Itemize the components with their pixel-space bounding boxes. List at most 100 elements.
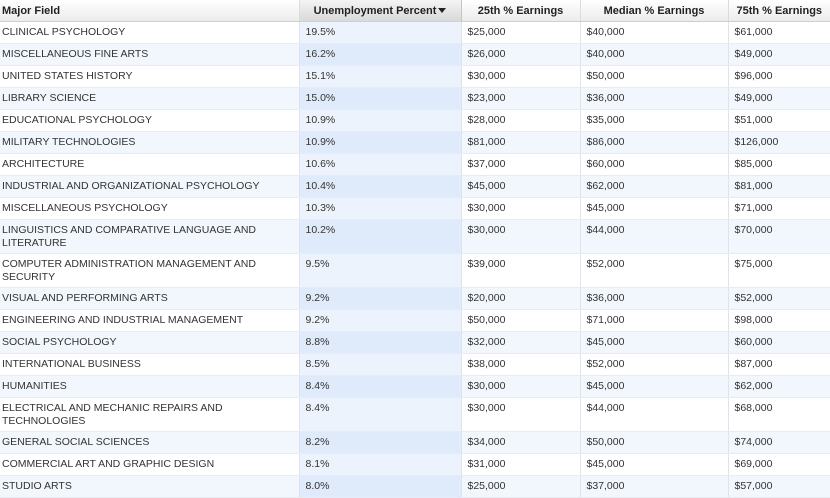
unemployment-percent-cell: 9.2% bbox=[299, 287, 462, 310]
earnings-75th-cell: $85,000 bbox=[728, 153, 830, 176]
table-row[interactable]: COMPUTER ADMINISTRATION MANAGEMENT AND S… bbox=[0, 253, 830, 288]
table-row[interactable]: EDUCATIONAL PSYCHOLOGY 10.9% $28,000 $35,00… bbox=[0, 109, 830, 132]
earnings-median-cell: $44,000 bbox=[580, 219, 729, 254]
earnings-median-cell: $50,000 bbox=[580, 431, 729, 454]
earnings-75th-cell: $49,000 bbox=[728, 87, 830, 110]
earnings-median-cell: $86,000 bbox=[580, 131, 729, 154]
earnings-75th-cell: $52,000 bbox=[728, 287, 830, 310]
major-field-cell: LIBRARY SCIENCE bbox=[0, 87, 300, 110]
table-row[interactable]: SOCIAL PSYCHOLOGY 8.8% $32,000 $45,000 $60,0… bbox=[0, 331, 830, 354]
earnings-75th-cell: $87,000 bbox=[728, 353, 830, 376]
earnings-75th-cell: $75,000 bbox=[728, 253, 830, 288]
major-field-cell: SOCIAL PSYCHOLOGY bbox=[0, 331, 300, 354]
major-field-cell: UNITED STATES HISTORY bbox=[0, 65, 300, 88]
earnings-25th-cell: $26,000 bbox=[461, 43, 581, 66]
table-row[interactable]: INDUSTRIAL AND ORGANIZATIONAL PSYCHOLOGY… bbox=[0, 175, 830, 198]
unemployment-percent-cell: 10.6% bbox=[299, 153, 462, 176]
earnings-25th-cell: $25,000 bbox=[461, 475, 581, 498]
unemployment-percent-cell: 15.0% bbox=[299, 87, 462, 110]
table-header-row: Major Field Unemployment Percent 25th % … bbox=[0, 0, 830, 22]
sort-descending-icon bbox=[438, 7, 447, 13]
table-row[interactable]: GENERAL SOCIAL SCIENCES 8.2% $34,000 $50,00… bbox=[0, 431, 830, 454]
table-row[interactable]: ARCHITECTURE 10.6% $37,000 $60,000 $85,000 bbox=[0, 153, 830, 176]
earnings-25th-cell: $30,000 bbox=[461, 197, 581, 220]
column-header-median-earnings[interactable]: Median % Earnings bbox=[580, 0, 729, 22]
earnings-25th-cell: $38,000 bbox=[461, 353, 581, 376]
unemployment-percent-cell: 9.2% bbox=[299, 309, 462, 332]
earnings-75th-cell: $57,000 bbox=[728, 475, 830, 498]
earnings-25th-cell: $30,000 bbox=[461, 375, 581, 398]
unemployment-percent-cell: 9.5% bbox=[299, 253, 462, 288]
table-row[interactable]: STUDIO ARTS 8.0% $25,000 $37,000 $57,000 bbox=[0, 475, 830, 498]
table-row[interactable]: MISCELLANEOUS PSYCHOLOGY 10.3% $30,000 $45,… bbox=[0, 197, 830, 220]
table-body: CLINICAL PSYCHOLOGY 19.5% $25,000 $40,000 $6… bbox=[0, 21, 830, 498]
earnings-25th-cell: $23,000 bbox=[461, 87, 581, 110]
column-header-label: 75th % Earnings bbox=[736, 4, 823, 17]
earnings-median-cell: $62,000 bbox=[580, 175, 729, 198]
major-field-cell: INDUSTRIAL AND ORGANIZATIONAL PSYCHOLOGY bbox=[0, 175, 300, 198]
unemployment-percent-cell: 10.9% bbox=[299, 131, 462, 154]
earnings-75th-cell: $98,000 bbox=[728, 309, 830, 332]
table-row[interactable]: ELECTRICAL AND MECHANIC REPAIRS AND TECH… bbox=[0, 397, 830, 432]
column-header-unemployment-percent[interactable]: Unemployment Percent bbox=[299, 0, 462, 22]
major-field-cell: VISUAL AND PERFORMING ARTS bbox=[0, 287, 300, 310]
table-row[interactable]: LINGUISTICS AND COMPARATIVE LANGUAGE AND… bbox=[0, 219, 830, 254]
table-row[interactable]: LIBRARY SCIENCE 15.0% $23,000 $36,000 $49,00… bbox=[0, 87, 830, 110]
unemployment-percent-cell: 8.2% bbox=[299, 431, 462, 454]
column-header-25th-earnings[interactable]: 25th % Earnings bbox=[461, 0, 581, 22]
earnings-75th-cell: $51,000 bbox=[728, 109, 830, 132]
major-field-cell: COMMERCIAL ART AND GRAPHIC DESIGN bbox=[0, 453, 300, 476]
column-header-major-field[interactable]: Major Field bbox=[0, 0, 300, 22]
earnings-75th-cell: $61,000 bbox=[728, 21, 830, 44]
unemployment-percent-cell: 10.2% bbox=[299, 219, 462, 254]
major-field-cell: STUDIO ARTS bbox=[0, 475, 300, 498]
major-field-cell: MILITARY TECHNOLOGIES bbox=[0, 131, 300, 154]
table-row[interactable]: ENGINEERING AND INDUSTRIAL MANAGEMENT 9.2… bbox=[0, 309, 830, 332]
earnings-25th-cell: $30,000 bbox=[461, 397, 581, 432]
earnings-median-cell: $45,000 bbox=[580, 453, 729, 476]
earnings-25th-cell: $20,000 bbox=[461, 287, 581, 310]
earnings-75th-cell: $69,000 bbox=[728, 453, 830, 476]
major-field-cell: ELECTRICAL AND MECHANIC REPAIRS AND TECH… bbox=[0, 397, 300, 432]
earnings-median-cell: $71,000 bbox=[580, 309, 729, 332]
earnings-25th-cell: $32,000 bbox=[461, 331, 581, 354]
earnings-25th-cell: $45,000 bbox=[461, 175, 581, 198]
earnings-75th-cell: $126,000 bbox=[728, 131, 830, 154]
earnings-75th-cell: $62,000 bbox=[728, 375, 830, 398]
major-field-cell: EDUCATIONAL PSYCHOLOGY bbox=[0, 109, 300, 132]
earnings-25th-cell: $37,000 bbox=[461, 153, 581, 176]
earnings-75th-cell: $68,000 bbox=[728, 397, 830, 432]
unemployment-percent-cell: 8.4% bbox=[299, 397, 462, 432]
major-field-cell: MISCELLANEOUS FINE ARTS bbox=[0, 43, 300, 66]
table-row[interactable]: INTERNATIONAL BUSINESS 8.5% $38,000 $52,000… bbox=[0, 353, 830, 376]
earnings-25th-cell: $30,000 bbox=[461, 219, 581, 254]
column-header-label: Major Field bbox=[2, 4, 61, 17]
table-row[interactable]: COMMERCIAL ART AND GRAPHIC DESIGN 8.1% $31… bbox=[0, 453, 830, 476]
earnings-median-cell: $35,000 bbox=[580, 109, 729, 132]
earnings-25th-cell: $50,000 bbox=[461, 309, 581, 332]
earnings-median-cell: $45,000 bbox=[580, 197, 729, 220]
table-row[interactable]: VISUAL AND PERFORMING ARTS 9.2% $20,000 $36… bbox=[0, 287, 830, 310]
unemployment-percent-cell: 10.4% bbox=[299, 175, 462, 198]
table-row[interactable]: UNITED STATES HISTORY 15.1% $30,000 $50,000… bbox=[0, 65, 830, 88]
unemployment-percent-cell: 8.0% bbox=[299, 475, 462, 498]
earnings-25th-cell: $25,000 bbox=[461, 21, 581, 44]
earnings-75th-cell: $60,000 bbox=[728, 331, 830, 354]
unemployment-percent-cell: 19.5% bbox=[299, 21, 462, 44]
major-field-cell: GENERAL SOCIAL SCIENCES bbox=[0, 431, 300, 454]
unemployment-percent-cell: 15.1% bbox=[299, 65, 462, 88]
table-row[interactable]: CLINICAL PSYCHOLOGY 19.5% $25,000 $40,000 $6… bbox=[0, 21, 830, 44]
table-row[interactable]: MILITARY TECHNOLOGIES 10.9% $81,000 $86,000… bbox=[0, 131, 830, 154]
major-field-cell: CLINICAL PSYCHOLOGY bbox=[0, 21, 300, 44]
unemployment-percent-cell: 10.9% bbox=[299, 109, 462, 132]
unemployment-percent-cell: 10.3% bbox=[299, 197, 462, 220]
unemployment-percent-cell: 8.4% bbox=[299, 375, 462, 398]
earnings-median-cell: $45,000 bbox=[580, 375, 729, 398]
earnings-25th-cell: $31,000 bbox=[461, 453, 581, 476]
major-field-cell: ARCHITECTURE bbox=[0, 153, 300, 176]
table-row[interactable]: HUMANITIES 8.4% $30,000 $45,000 $62,000 bbox=[0, 375, 830, 398]
earnings-median-cell: $36,000 bbox=[580, 287, 729, 310]
table-row[interactable]: MISCELLANEOUS FINE ARTS 16.2% $26,000 $40,0… bbox=[0, 43, 830, 66]
column-header-75th-earnings[interactable]: 75th % Earnings bbox=[728, 0, 830, 22]
